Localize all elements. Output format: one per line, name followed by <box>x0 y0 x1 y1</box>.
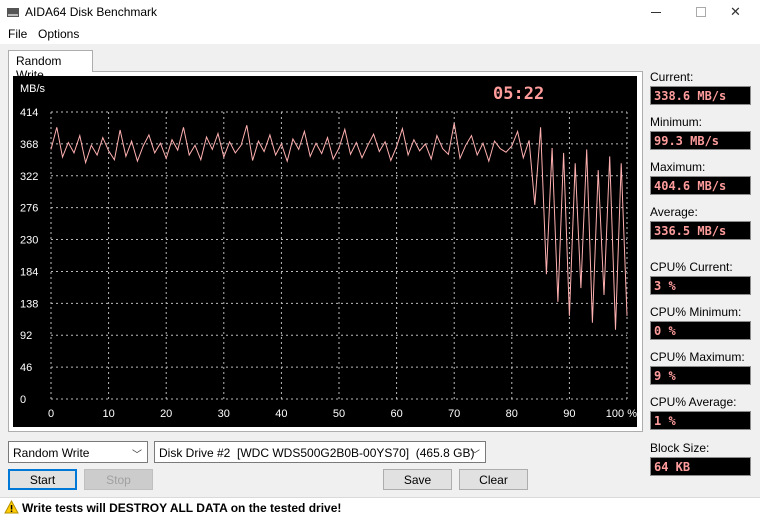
disk-drive-icon <box>7 8 19 17</box>
start-button[interactable]: Start <box>8 469 77 490</box>
cpu-minimum-value: 0 % <box>650 321 751 340</box>
cpu-maximum-label: CPU% Maximum: <box>650 350 745 364</box>
minimize-icon <box>650 11 661 13</box>
cpu-current-label: CPU% Current: <box>650 260 733 274</box>
chevron-down-icon: ﹀ <box>132 450 142 461</box>
cpu-average-value: 1 % <box>650 411 751 430</box>
y-tick-label: 0 <box>20 394 26 406</box>
y-tick-label: 92 <box>20 330 32 342</box>
y-tick-label: 184 <box>20 266 38 278</box>
window-title: AIDA64 Disk Benchmark <box>25 5 158 19</box>
y-tick-label: 230 <box>20 235 38 247</box>
maximize-button[interactable] <box>678 0 723 24</box>
average-value: 336.5 MB/s <box>650 221 751 240</box>
x-tick-label: 50 <box>333 408 345 420</box>
warning-bar: Write tests will DESTROY ALL DATA on the… <box>0 497 760 517</box>
cpu-maximum-value: 9 % <box>650 366 751 385</box>
minimum-value: 99.3 MB/s <box>650 131 751 150</box>
menu-file[interactable]: File <box>8 27 28 41</box>
y-tick-label: 322 <box>20 171 38 183</box>
minimum-label: Minimum: <box>650 115 703 129</box>
menu-bar: File Options <box>0 24 760 44</box>
benchmark-chart: MB/s 05:22 414 368 322 276 230 184 138 92 46 0 0 1… <box>13 76 637 427</box>
series-line <box>50 123 628 330</box>
x-tick-label: 10 <box>102 408 114 420</box>
warning-text: Write tests will DESTROY ALL DATA on the… <box>22 501 342 515</box>
x-tick-label: 100 % <box>606 408 637 420</box>
x-tick-label: 30 <box>218 408 230 420</box>
stop-button[interactable]: Stop <box>84 469 153 490</box>
current-value: 338.6 MB/s <box>650 86 751 105</box>
cpu-minimum-label: CPU% Minimum: <box>650 305 742 319</box>
clear-button[interactable]: Clear <box>459 469 528 490</box>
block-size-label: Block Size: <box>650 441 710 455</box>
x-tick-label: 20 <box>160 408 172 420</box>
close-button[interactable]: ✕ <box>713 0 758 24</box>
y-tick-label: 46 <box>20 362 32 374</box>
y-axis-label: MB/s <box>20 83 46 95</box>
y-tick-label: 368 <box>20 139 38 151</box>
menu-options[interactable]: Options <box>38 27 80 41</box>
maximum-value: 404.6 MB/s <box>650 176 751 195</box>
chart-grid <box>50 111 628 400</box>
x-tick-label: 90 <box>563 408 575 420</box>
x-tick-label: 70 <box>448 408 460 420</box>
x-tick-label: 80 <box>506 408 518 420</box>
chevron-down-icon: ﹀ <box>470 450 480 461</box>
block-size-value: 64 KB <box>650 457 751 476</box>
drive-select[interactable]: Disk Drive #2 [WDC WDS500G2B0B-00YS70] (… <box>154 441 486 463</box>
minimize-button[interactable] <box>633 0 678 24</box>
close-icon: ✕ <box>730 4 741 19</box>
maximum-label: Maximum: <box>650 160 706 174</box>
test-type-value: Random Write <box>13 446 90 460</box>
y-tick-label: 138 <box>20 298 38 310</box>
tab-random-write[interactable]: Random Write <box>8 50 93 82</box>
y-tick-label: 276 <box>20 203 38 215</box>
y-tick-labels: 414 368 322 276 230 184 138 92 46 0 <box>20 107 38 406</box>
cpu-average-label: CPU% Average: <box>650 395 737 409</box>
chart-svg: MB/s 05:22 414 368 322 276 230 184 138 92 46 0 0 1… <box>20 83 637 420</box>
save-button[interactable]: Save <box>383 469 452 490</box>
maximize-icon <box>695 7 706 17</box>
drive-value: Disk Drive #2 [WDC WDS500G2B0B-00YS70] (… <box>159 446 475 460</box>
average-label: Average: <box>650 205 698 219</box>
test-type-select[interactable]: Random Write ﹀ <box>8 441 148 463</box>
title-bar: AIDA64 Disk Benchmark ✕ <box>0 0 760 24</box>
current-label: Current: <box>650 70 694 84</box>
x-tick-label: 60 <box>390 408 402 420</box>
x-tick-label: 40 <box>275 408 287 420</box>
cpu-current-value: 3 % <box>650 276 751 295</box>
x-tick-labels: 0 10 20 30 40 50 60 70 80 90 100 % <box>48 408 637 420</box>
elapsed-timer: 05:22 <box>493 84 544 104</box>
warning-icon <box>4 500 19 514</box>
x-tick-label: 0 <box>48 408 54 420</box>
y-tick-label: 414 <box>20 107 38 119</box>
